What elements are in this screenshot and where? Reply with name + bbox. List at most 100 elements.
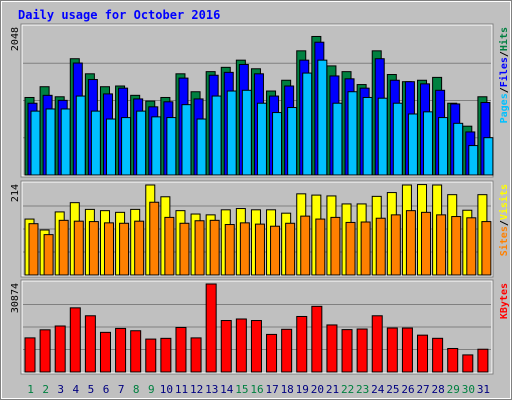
bar-pages-day-31 [483, 137, 494, 176]
bar-pages-day-9 [151, 116, 162, 176]
x-tick-day-15: 15 [235, 383, 248, 396]
bar-sites-day-3 [58, 219, 69, 276]
panel-frame-dark [20, 23, 494, 178]
x-tick-day-22: 22 [341, 383, 354, 396]
panel-3: 30874 KBytes [10, 279, 510, 375]
bar-pages-day-26 [407, 113, 418, 176]
bar-pages-day-17 [272, 112, 283, 176]
bar-pages-day-21 [332, 102, 343, 176]
bar-sites-day-18 [285, 222, 296, 276]
x-tick-day-21: 21 [326, 383, 339, 396]
x-tick-day-16: 16 [250, 383, 263, 396]
legend-label: Sites/Visits [498, 184, 510, 256]
bar-kbytes-day-28 [432, 337, 444, 373]
bar-kbytes-day-21 [326, 324, 338, 373]
x-tick-day-6: 6 [103, 383, 110, 396]
x-tick-day-5: 5 [88, 383, 95, 396]
legend-kbytes: KBytes [499, 283, 510, 319]
bar-sites-day-1 [28, 223, 39, 276]
x-tick-day-30: 30 [462, 383, 475, 396]
bar-pages-day-11 [181, 104, 192, 176]
bar-pages-day-3 [60, 108, 71, 176]
bar-sites-day-26 [405, 210, 416, 276]
bar-pages-day-5 [90, 110, 101, 176]
legend-label: KBytes [499, 283, 510, 319]
bar-pages-day-19 [302, 72, 313, 176]
bar-sites-day-5 [88, 221, 99, 276]
bar-sites-day-15 [239, 222, 250, 276]
bar-kbytes-day-6 [99, 331, 111, 373]
bar-kbytes-day-13 [205, 283, 217, 373]
chart-title: Daily usage for October 2016 [18, 8, 220, 22]
bar-kbytes-day-10 [160, 337, 172, 373]
panel-2: 214 Sites/Visits [10, 180, 510, 278]
bar-kbytes-day-14 [220, 320, 232, 373]
x-tick-day-11: 11 [175, 383, 188, 396]
bar-kbytes-day-29 [447, 347, 459, 373]
bar-sites-day-29 [451, 216, 462, 276]
bar-sites-day-23 [360, 221, 371, 276]
x-tick-day-26: 26 [401, 383, 414, 396]
bar-sites-day-12 [194, 220, 205, 276]
bar-kbytes-day-12 [190, 337, 202, 373]
bar-sites-day-11 [179, 222, 190, 276]
bar-sites-day-20 [315, 218, 326, 276]
bar-pages-day-6 [105, 118, 116, 176]
ymax-label: 2048 [10, 27, 21, 51]
panel-frame-dark [20, 180, 494, 278]
bar-sites-day-28 [436, 214, 447, 276]
bar-pages-day-22 [347, 91, 358, 176]
bar-kbytes-day-19 [296, 315, 308, 373]
bar-sites-day-22 [345, 221, 356, 276]
bar-kbytes-day-2 [39, 329, 51, 373]
chart-panels: 2048Pages/Files/Hits214Sites/Visits30874… [10, 23, 510, 396]
bar-pages-day-1 [30, 110, 41, 176]
bar-pages-day-27 [423, 111, 434, 176]
x-tick-day-3: 3 [57, 383, 64, 396]
bar-sites-day-30 [466, 217, 477, 276]
legend-pages: Pages [499, 93, 510, 123]
x-tick-day-20: 20 [311, 383, 324, 396]
bar-pages-day-14 [226, 90, 237, 176]
bar-kbytes-day-22 [341, 329, 353, 373]
bar-pages-day-20 [317, 59, 328, 176]
x-tick-day-13: 13 [205, 383, 218, 396]
legend-sites: Sites [498, 226, 510, 256]
bar-pages-day-30 [468, 145, 479, 176]
bar-kbytes-day-27 [417, 334, 429, 373]
bar-sites-day-31 [481, 221, 492, 276]
x-tick-day-27: 27 [416, 383, 429, 396]
x-tick-day-25: 25 [386, 383, 399, 396]
bar-sites-day-19 [300, 215, 311, 276]
bar-sites-day-6 [103, 222, 114, 276]
bar-kbytes-day-5 [84, 315, 96, 373]
bar-sites-day-7 [119, 222, 130, 276]
legend-hits: Hits [498, 27, 510, 51]
x-tick-day-24: 24 [371, 383, 385, 396]
ymax-label: 214 [10, 184, 21, 202]
bar-kbytes-day-25 [386, 327, 398, 373]
bar-sites-day-8 [134, 220, 145, 276]
x-tick-day-12: 12 [190, 383, 203, 396]
bar-kbytes-day-8 [130, 330, 142, 373]
legend-label: Pages/Files/Hits [498, 27, 510, 123]
bar-sites-day-14 [224, 224, 235, 276]
legend-separator: / [499, 87, 510, 93]
x-tick-day-2: 2 [42, 383, 49, 396]
bar-sites-day-4 [73, 220, 84, 276]
x-tick-day-28: 28 [432, 383, 445, 396]
bar-pages-day-8 [136, 110, 147, 176]
bar-sites-day-16 [254, 223, 265, 276]
bar-pages-day-28 [438, 117, 449, 176]
bar-sites-day-17 [270, 225, 281, 276]
bar-pages-day-18 [287, 107, 298, 176]
x-tick-day-29: 29 [447, 383, 460, 396]
x-tick-day-17: 17 [265, 383, 278, 396]
bar-kbytes-day-30 [462, 354, 474, 373]
x-tick-day-7: 7 [118, 383, 125, 396]
x-tick-day-14: 14 [220, 383, 234, 396]
bar-pages-day-15 [241, 89, 252, 176]
bar-kbytes-day-17 [266, 333, 278, 373]
